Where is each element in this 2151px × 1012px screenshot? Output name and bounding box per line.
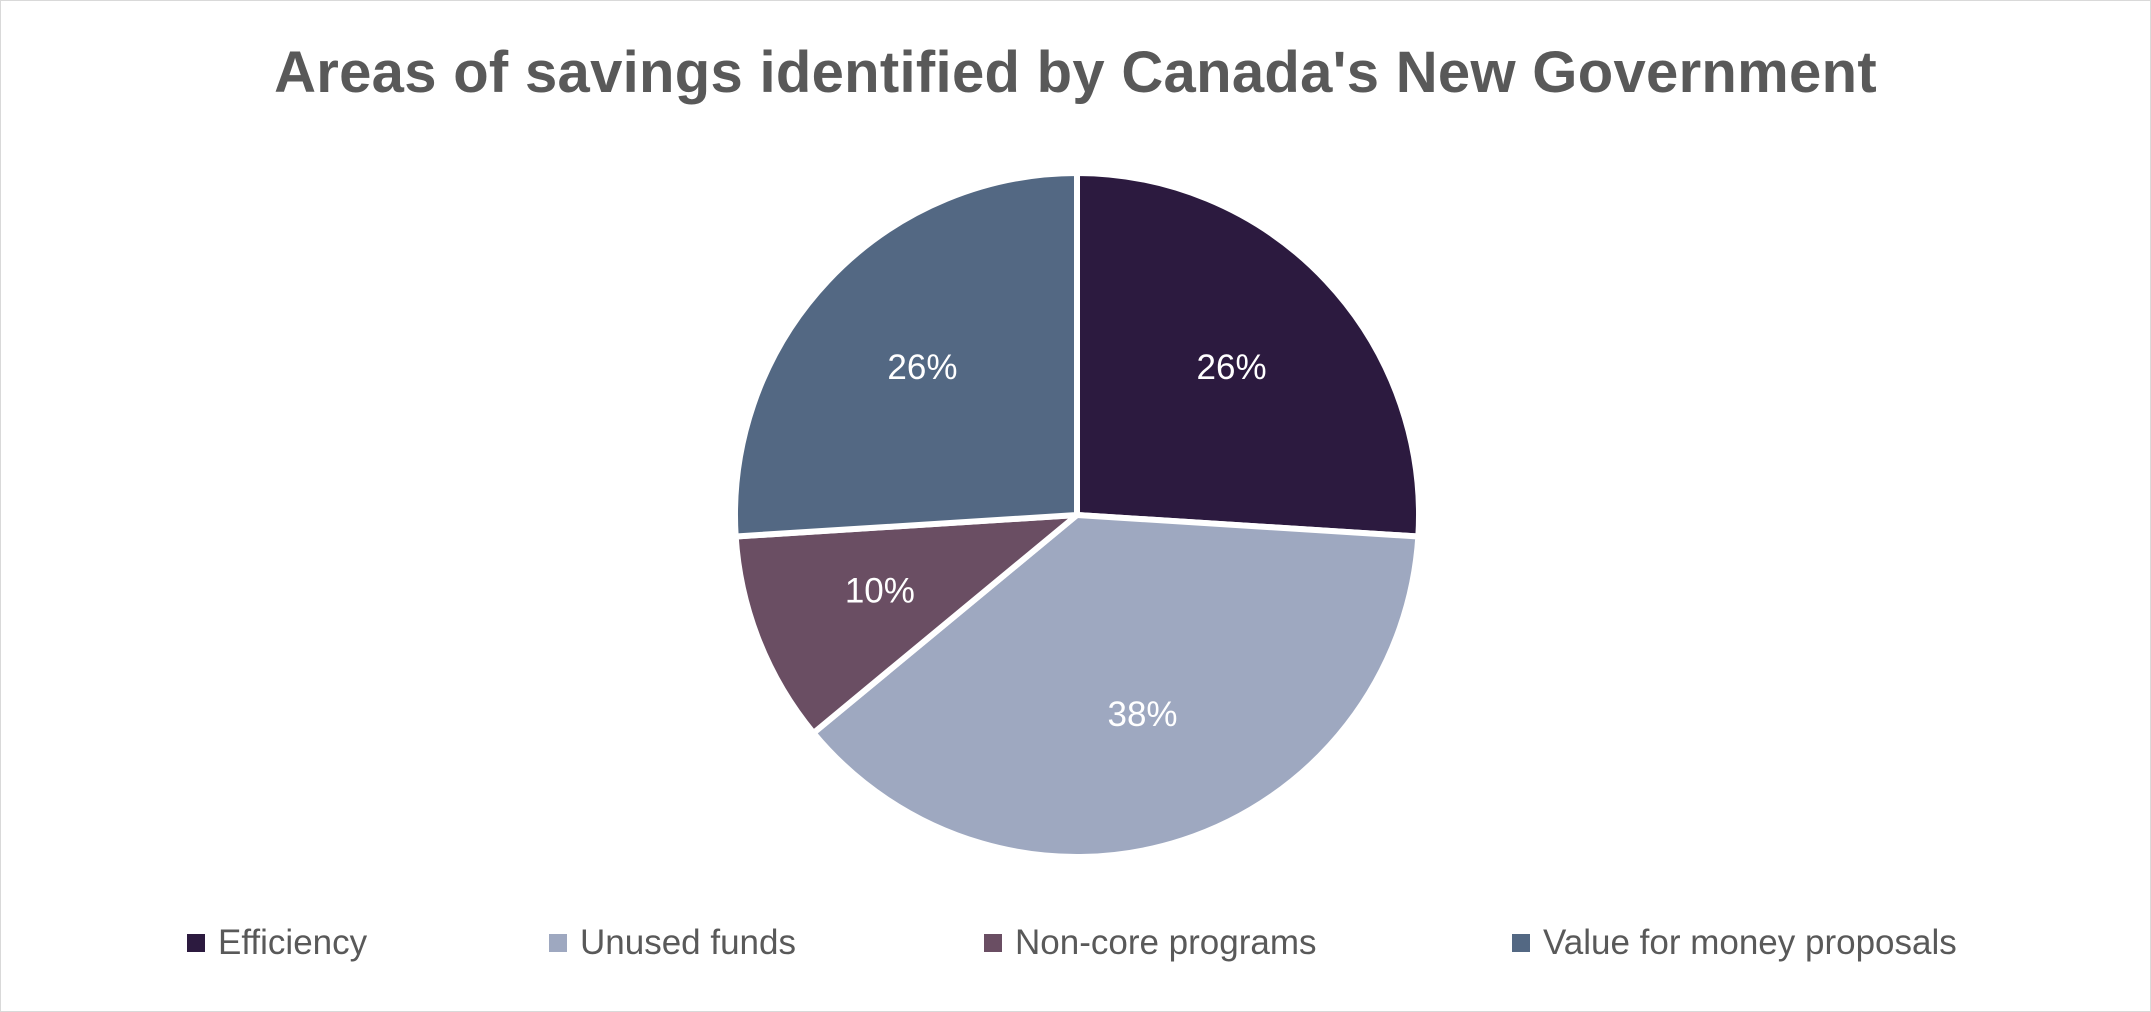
pie-slice-value-for-money-proposals: [732, 170, 1080, 540]
data-label-unused-funds: 38%: [1107, 695, 1177, 734]
legend-marker-non-core-programs: [984, 934, 1002, 952]
chart-title: Areas of savings identified by Canada's …: [274, 40, 1877, 105]
pie-slice-unused-funds: [810, 512, 1422, 860]
pie-slice-efficiency: [1074, 170, 1422, 540]
legend-label-unused-funds: Unused funds: [580, 923, 796, 962]
legend-label-efficiency: Efficiency: [218, 923, 368, 962]
data-label-efficiency: 26%: [1197, 348, 1267, 387]
data-label-value-for-money-proposals: 26%: [887, 348, 957, 387]
legend-marker-value-for-money-proposals: [1512, 934, 1530, 952]
legend-marker-unused-funds: [549, 934, 567, 952]
legend-marker-efficiency: [187, 934, 205, 952]
data-label-non-core-programs: 10%: [845, 571, 915, 610]
legend-label-non-core-programs: Non-core programs: [1015, 923, 1317, 962]
legend-label-value-for-money-proposals: Value for money proposals: [1543, 923, 1957, 962]
pie-slice-non-core-programs: [732, 512, 1080, 736]
